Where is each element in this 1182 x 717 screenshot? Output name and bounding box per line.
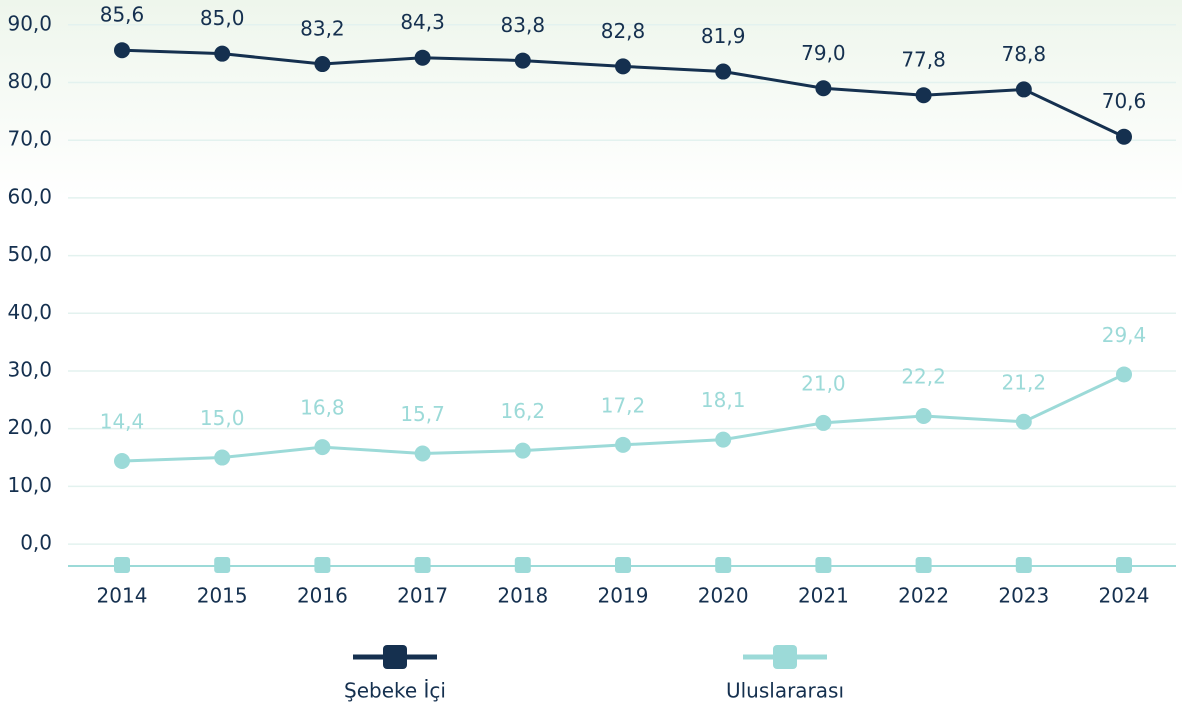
legend-swatch bbox=[383, 645, 407, 669]
data-point bbox=[314, 56, 331, 73]
data-label: 82,8 bbox=[601, 19, 646, 43]
axis-marker bbox=[214, 557, 231, 573]
data-point bbox=[214, 45, 231, 62]
data-point bbox=[1015, 81, 1032, 98]
x-tick-label: 2017 bbox=[397, 584, 448, 608]
legend-label: Uluslararası bbox=[726, 679, 844, 703]
axis-marker bbox=[114, 557, 130, 573]
data-point bbox=[815, 414, 832, 431]
data-point bbox=[1116, 128, 1132, 145]
y-tick-label: 80,0 bbox=[7, 69, 52, 93]
data-label: 83,8 bbox=[501, 13, 546, 37]
x-tick-label: 2022 bbox=[898, 584, 949, 608]
data-label: 21,0 bbox=[801, 371, 846, 395]
y-tick-label: 90,0 bbox=[7, 11, 52, 35]
data-point bbox=[915, 87, 932, 104]
data-point bbox=[915, 407, 932, 424]
axis-marker bbox=[915, 557, 932, 573]
data-point bbox=[214, 449, 231, 466]
legend-label: Şebeke İçi bbox=[344, 679, 446, 703]
y-tick-label: 0,0 bbox=[20, 531, 52, 555]
data-label: 77,8 bbox=[901, 48, 946, 72]
data-label: 79,0 bbox=[801, 41, 846, 65]
x-tick-label: 2023 bbox=[998, 584, 1049, 608]
y-tick-label: 10,0 bbox=[7, 473, 52, 497]
data-label: 85,6 bbox=[100, 3, 145, 27]
axis-marker bbox=[715, 557, 732, 573]
y-tick-label: 30,0 bbox=[7, 357, 52, 381]
data-label: 29,4 bbox=[1102, 323, 1147, 347]
data-point bbox=[114, 42, 130, 59]
data-point bbox=[114, 452, 130, 469]
data-label: 17,2 bbox=[601, 393, 646, 417]
data-label: 18,1 bbox=[701, 388, 746, 412]
axis-marker bbox=[514, 557, 531, 573]
data-point bbox=[1015, 413, 1032, 430]
x-tick-label: 2018 bbox=[497, 584, 548, 608]
data-label: 16,8 bbox=[300, 396, 345, 420]
x-tick-label: 2021 bbox=[798, 584, 849, 608]
data-point bbox=[815, 80, 832, 97]
data-label: 85,0 bbox=[200, 6, 245, 30]
data-point bbox=[314, 439, 331, 456]
x-tick-label: 2020 bbox=[698, 584, 749, 608]
axis-marker bbox=[414, 557, 431, 573]
data-label: 21,2 bbox=[1002, 370, 1047, 394]
y-tick-label: 50,0 bbox=[7, 242, 52, 266]
y-tick-label: 40,0 bbox=[7, 300, 52, 324]
x-tick-label: 2015 bbox=[197, 584, 248, 608]
data-point bbox=[615, 436, 631, 453]
data-label: 15,0 bbox=[200, 406, 245, 430]
data-point bbox=[514, 442, 531, 459]
data-label: 81,9 bbox=[701, 24, 746, 48]
data-point bbox=[715, 63, 732, 80]
data-label: 15,7 bbox=[400, 402, 445, 426]
legend-swatch bbox=[773, 645, 797, 669]
x-tick-label: 2014 bbox=[97, 584, 148, 608]
data-point bbox=[514, 52, 531, 69]
plot-background bbox=[0, 0, 1182, 566]
data-point bbox=[414, 445, 431, 462]
data-point bbox=[715, 431, 732, 448]
y-tick-label: 60,0 bbox=[7, 184, 52, 208]
data-label: 83,2 bbox=[300, 17, 345, 41]
data-point bbox=[1116, 366, 1132, 383]
x-tick-label: 2016 bbox=[297, 584, 348, 608]
axis-marker bbox=[815, 557, 832, 573]
data-point bbox=[615, 58, 631, 75]
data-label: 22,2 bbox=[901, 364, 946, 388]
data-label: 16,2 bbox=[501, 399, 546, 423]
data-label: 14,4 bbox=[100, 409, 145, 433]
data-point bbox=[414, 49, 431, 66]
data-label: 70,6 bbox=[1102, 89, 1147, 113]
y-tick-label: 70,0 bbox=[7, 127, 52, 151]
axis-marker bbox=[314, 557, 331, 573]
x-tick-label: 2019 bbox=[598, 584, 649, 608]
axis-marker bbox=[615, 557, 631, 573]
y-tick-label: 20,0 bbox=[7, 415, 52, 439]
axis-marker bbox=[1116, 557, 1132, 573]
x-tick-label: 2024 bbox=[1099, 584, 1150, 608]
axis-marker bbox=[1015, 557, 1032, 573]
data-label: 84,3 bbox=[400, 10, 445, 34]
data-label: 78,8 bbox=[1002, 42, 1047, 66]
